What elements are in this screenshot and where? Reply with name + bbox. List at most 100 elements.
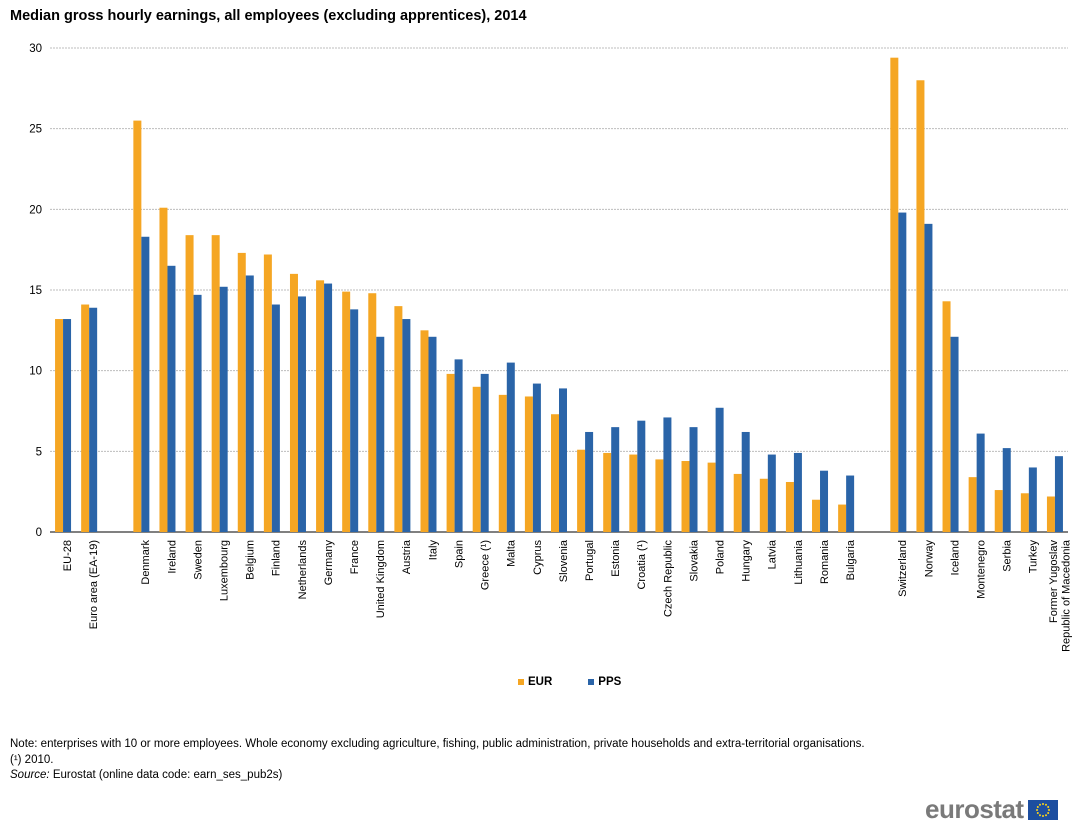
- x-tick-label: Estonia: [610, 539, 622, 577]
- x-tick-label: Italy: [427, 540, 439, 561]
- bar-eur: [890, 57, 899, 533]
- bar-eur: [838, 504, 847, 532]
- bar-eur: [942, 301, 951, 532]
- bar-eur: [289, 273, 298, 532]
- y-tick-label: 25: [29, 124, 42, 136]
- x-tick-label: Greece (¹): [480, 540, 492, 590]
- bar-eur: [681, 461, 690, 532]
- bar-eur: [420, 330, 429, 532]
- bar-pps: [219, 286, 228, 532]
- bar-pps: [89, 307, 98, 532]
- bar-eur: [368, 293, 377, 532]
- x-tick-label: Austria: [401, 539, 413, 574]
- legend-swatch-pps: [588, 679, 595, 685]
- bar-eur: [316, 280, 325, 532]
- x-tick-label: Luxembourg: [219, 540, 231, 601]
- bar-eur: [629, 454, 638, 532]
- x-tick-label: Spain: [453, 540, 465, 568]
- bar-pps: [1028, 467, 1037, 532]
- bar-pps: [376, 336, 385, 532]
- x-tick-label: Netherlands: [297, 540, 309, 600]
- x-tick-label: Malta: [506, 539, 518, 567]
- x-tick-label: Slovakia: [688, 539, 700, 581]
- x-tick-label: Montenegro: [975, 540, 987, 599]
- x-tick-label: United Kingdom: [375, 540, 387, 618]
- x-tick-label-line: Republic of Macedonia: [1060, 539, 1072, 652]
- bar-eur: [733, 473, 742, 532]
- eurostat-logo: eurostat: [925, 794, 1058, 825]
- bar-eur: [759, 478, 768, 532]
- x-tick-label: Romania: [819, 539, 831, 584]
- source-label: Source:: [10, 769, 50, 781]
- bar-eur: [133, 120, 142, 532]
- y-tick-label: 10: [29, 366, 42, 378]
- bar-eur: [263, 254, 272, 533]
- bar-eur: [1020, 493, 1029, 532]
- x-tick-label: Ireland: [166, 540, 178, 574]
- bar-pps: [271, 304, 280, 532]
- bar-eur: [655, 459, 664, 532]
- bar-pps: [976, 433, 985, 532]
- bar-pps: [1054, 456, 1063, 532]
- bar-pps: [924, 223, 933, 532]
- bar-pps: [245, 275, 254, 532]
- x-tick-label: Former YugoslavRepublic of Macedonia: [1048, 539, 1073, 652]
- x-tick-label: Latvia: [767, 539, 779, 569]
- bar-pps: [480, 373, 489, 532]
- bar-eur: [524, 396, 533, 532]
- bar-eur: [812, 499, 821, 532]
- x-tick-label: Portugal: [584, 540, 596, 581]
- bar-pps: [846, 475, 855, 532]
- legend-label-pps: PPS: [598, 676, 622, 688]
- bar-eur: [211, 235, 220, 532]
- bar-pps: [559, 388, 567, 532]
- bar-pps: [767, 454, 776, 532]
- bar-pps: [141, 236, 150, 532]
- chart-title: Median gross hourly earnings, all employ…: [10, 8, 527, 24]
- x-tick-label: Sweden: [192, 540, 204, 580]
- chart-notes: Note: enterprises with 10 or more employ…: [10, 737, 865, 784]
- bar-chart: 0 5 10 15 20 25 30 EU-28 Euro area (EA-19) Denmar…: [29, 43, 1073, 652]
- source-line: Source: Eurostat (online data code: earn…: [10, 768, 865, 784]
- bar-eur: [1046, 496, 1055, 532]
- bar-eur: [707, 462, 716, 532]
- footnote-text: (¹) 2010.: [10, 753, 54, 766]
- bar-pps: [1002, 448, 1011, 532]
- x-tick-label: Norway: [923, 540, 935, 578]
- bar-eur: [81, 304, 90, 532]
- bar-pps: [689, 427, 698, 532]
- bar-eur: [916, 80, 925, 533]
- bar-pps: [793, 452, 802, 532]
- x-tick-label: Euro area (EA-19): [88, 540, 100, 629]
- bar-eur: [551, 414, 559, 532]
- bar-pps: [297, 296, 306, 532]
- x-tick-label: Croatia (¹): [636, 540, 648, 590]
- bar-pps: [454, 359, 463, 532]
- legend-label-eur: EUR: [528, 676, 553, 688]
- bar-pps: [167, 265, 176, 532]
- bar-pps: [715, 407, 724, 532]
- x-tick-label: Serbia: [1002, 539, 1014, 572]
- bar-pps: [898, 212, 907, 532]
- bar-eur: [55, 319, 64, 532]
- bar-eur: [446, 373, 455, 532]
- bar-eur: [994, 490, 1003, 532]
- bar-eur: [603, 452, 612, 532]
- bar-eur: [498, 394, 507, 532]
- x-tick-label: Belgium: [245, 540, 257, 580]
- bar-eur: [237, 252, 246, 533]
- source-text: Eurostat (online data code: earn_ses_pub…: [49, 769, 283, 781]
- bar-pps: [741, 431, 750, 532]
- bar-pps: [63, 319, 72, 532]
- x-tick-label: Bulgaria: [845, 539, 857, 580]
- y-tick-label: 20: [29, 204, 42, 216]
- x-tick-label: Switzerland: [897, 540, 909, 597]
- x-tick-label: Finland: [271, 540, 283, 576]
- x-tick-label: Cyprus: [532, 540, 544, 575]
- bar-pps: [663, 417, 672, 532]
- x-tick-label: Hungary: [741, 540, 753, 582]
- bar-pps: [532, 383, 541, 532]
- bar-eur: [394, 306, 403, 532]
- bar-pps: [324, 283, 333, 532]
- x-tick-label: Slovenia: [558, 539, 570, 582]
